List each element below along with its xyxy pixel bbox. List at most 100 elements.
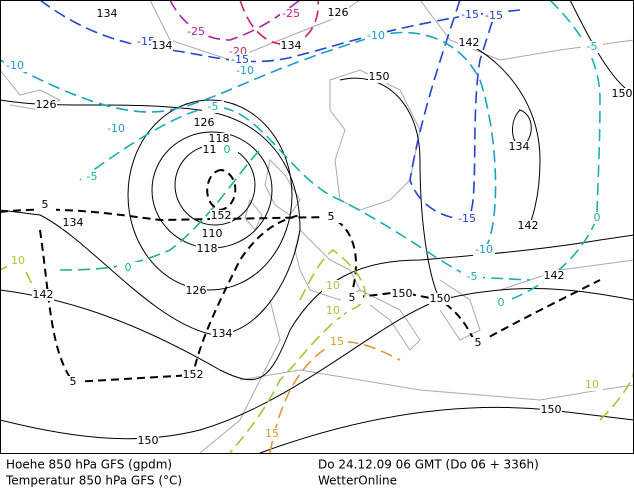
contour-label: 10 (585, 378, 599, 391)
label-background (280, 8, 302, 20)
label-background (62, 217, 84, 229)
contour-label: 126 (194, 116, 215, 129)
label-background (459, 9, 481, 21)
label-background (32, 289, 54, 301)
label-background (581, 379, 603, 391)
label-background (429, 293, 451, 305)
label-background (341, 292, 363, 304)
contour-label: 126 (36, 98, 57, 111)
label-background (193, 117, 215, 129)
label-background (368, 71, 390, 83)
label-background (320, 211, 342, 223)
contour-label: -5 (587, 40, 598, 53)
label-background (508, 141, 530, 153)
label-background (202, 101, 224, 113)
label-background (216, 144, 238, 156)
contour-label: 5 (70, 375, 77, 388)
contour-label: 152 (211, 209, 232, 222)
contour-label: -15 (231, 53, 249, 66)
label-background (105, 123, 127, 135)
contour-label: 134 (97, 7, 118, 20)
contour-label: 126 (328, 6, 349, 19)
contour-label: 150 (430, 292, 451, 305)
label-background (467, 337, 489, 349)
contour-label: -10 (6, 59, 24, 72)
contour-label: 134 (152, 39, 173, 52)
label-background (581, 41, 603, 53)
label-background (34, 199, 56, 211)
label-background (117, 262, 139, 274)
label-background (182, 369, 204, 381)
contour-label: -25 (187, 25, 205, 38)
contour-label: 150 (541, 403, 562, 416)
contour-label: -5 (87, 170, 98, 183)
contour-label: 5 (475, 336, 482, 349)
contour-label: -15 (461, 8, 479, 21)
label-background (229, 54, 251, 66)
contour-label: -5 (467, 270, 478, 283)
contour-label: 126 (186, 284, 207, 297)
contour-label: 150 (138, 434, 159, 447)
label-background (458, 37, 480, 49)
contour-label: 134 (281, 39, 302, 52)
contour-label: 134 (63, 216, 84, 229)
label-background (327, 7, 349, 19)
contour-label: -15 (458, 212, 476, 225)
label-background (611, 88, 633, 100)
label-background (62, 376, 84, 388)
contour-label: -15 (485, 9, 503, 22)
temperature-label: Temperatur 850 hPa GFS (°C) (5, 474, 182, 488)
contour-label: 5 (42, 198, 49, 211)
contour-label: 118 (209, 132, 230, 145)
contour-label: 0 (224, 143, 231, 156)
contour-label: 10 (326, 304, 340, 317)
contour-label: 134 (212, 327, 233, 340)
contour-label: -5 (208, 100, 219, 113)
contour-label: 5 (328, 210, 335, 223)
label-background (210, 210, 232, 222)
contour-label: -10 (107, 122, 125, 135)
label-background (490, 297, 512, 309)
contour-label: 10 (326, 279, 340, 292)
label-background (543, 270, 565, 282)
contour-label: -15 (137, 35, 155, 48)
contour-label: 110 (202, 227, 223, 240)
contour-label: 118 (197, 242, 218, 255)
label-background (196, 243, 218, 255)
label-background (81, 171, 103, 183)
contour-label: 0 (498, 296, 505, 309)
contour-label: 142 (544, 269, 565, 282)
contour-label: -10 (475, 243, 493, 256)
contour-label: 0 (125, 261, 132, 274)
label-background (151, 40, 173, 52)
contour-label: 10 (11, 254, 25, 267)
contour-label: 150 (369, 70, 390, 83)
label-background (137, 435, 159, 447)
label-background (201, 228, 223, 240)
label-background (322, 280, 344, 292)
label-background (483, 10, 505, 22)
height-label: Hoehe 850 hPa GFS (gpdm) (6, 458, 172, 472)
valid-time: Do 24.12.09 06 GMT (Do 06 + 336h) (318, 458, 539, 472)
contour-label: 142 (33, 288, 54, 301)
label-background (234, 65, 256, 77)
label-background (185, 26, 207, 38)
label-background (35, 99, 57, 111)
label-background (540, 404, 562, 416)
label-background (473, 244, 495, 256)
label-background (586, 212, 608, 224)
contour-label: -10 (367, 29, 385, 42)
contour-label: 15 (265, 427, 279, 440)
contour-label: 5 (349, 291, 356, 304)
label-background (7, 255, 29, 267)
label-background (326, 336, 348, 348)
label-background (185, 285, 207, 297)
contour-label: -25 (282, 7, 300, 20)
contour-label: 142 (459, 36, 480, 49)
contour-label: 150 (612, 87, 633, 100)
label-background (322, 305, 344, 317)
label-background (461, 271, 483, 283)
